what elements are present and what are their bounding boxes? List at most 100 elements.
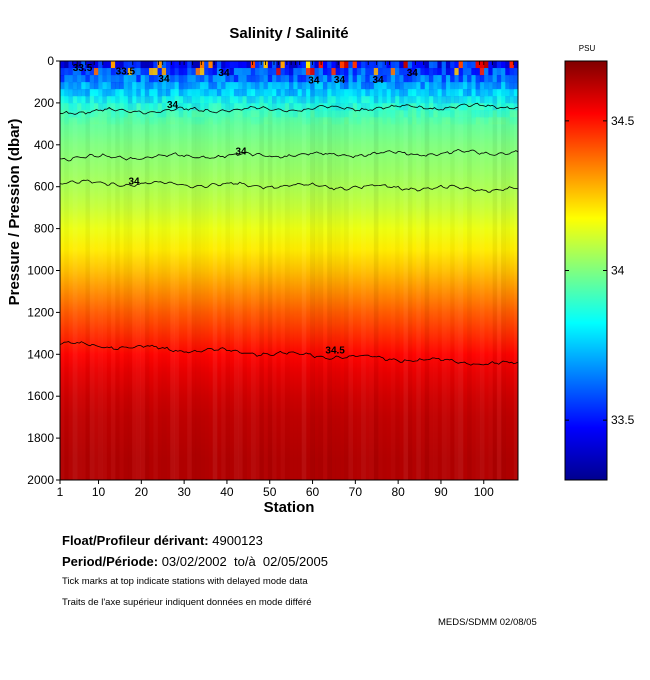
surface-cell (166, 117, 171, 125)
surface-cell (64, 110, 69, 118)
surface-cell (441, 82, 447, 90)
surface-cell (305, 89, 311, 97)
surface-cell (191, 68, 197, 76)
x-tick-label: 30 (177, 485, 191, 499)
surface-cell (445, 89, 451, 97)
surface-cell (416, 61, 421, 69)
surface-cell (149, 89, 154, 97)
surface-cell (64, 89, 69, 97)
float-label: Float/Profileur dérivant: (62, 533, 209, 548)
surface-cell (182, 61, 188, 69)
surface-cell (81, 96, 86, 104)
surface-cell (267, 89, 273, 97)
surface-cell (157, 75, 163, 83)
surface-cell (127, 75, 133, 83)
surface-cell (166, 61, 171, 69)
surface-cell (250, 96, 256, 104)
surface-cell (153, 75, 158, 83)
colorbar-unit: PSU (579, 44, 596, 53)
surface-cell (293, 117, 298, 125)
surface-cell (305, 82, 311, 90)
surface-cell (445, 117, 451, 125)
surface-cell (492, 110, 498, 118)
surface-cell (450, 89, 455, 97)
surface-cell (441, 61, 447, 69)
surface-cell (187, 61, 192, 69)
station-column (501, 61, 506, 480)
surface-cell (297, 82, 303, 90)
surface-cell (85, 75, 91, 83)
surface-cell (259, 103, 264, 111)
surface-cell (242, 82, 247, 90)
surface-cell (327, 117, 332, 125)
surface-cell (348, 96, 354, 104)
surface-cell (314, 82, 320, 90)
surface-cell (310, 89, 315, 97)
surface-cell (352, 82, 358, 90)
surface-cell (157, 110, 163, 118)
surface-cell (509, 103, 515, 111)
surface-cell (225, 75, 231, 83)
surface-cell (216, 103, 222, 111)
surface-cell (238, 82, 243, 90)
surface-cell (373, 110, 379, 118)
surface-cell (492, 82, 498, 90)
station-column (496, 61, 502, 480)
surface-cell (204, 89, 209, 97)
surface-cell (229, 89, 235, 97)
surface-cell (327, 75, 332, 83)
surface-cell (344, 103, 349, 111)
surface-cell (178, 75, 184, 83)
surface-cell (246, 117, 252, 125)
surface-cell (110, 89, 116, 97)
surface-cell (170, 82, 175, 90)
surface-cell (335, 68, 341, 76)
station-column (195, 61, 201, 480)
colorbar (564, 60, 608, 481)
surface-cell (102, 75, 108, 83)
surface-cell (386, 96, 392, 104)
surface-cell (242, 75, 247, 83)
surface-cell (204, 68, 209, 76)
surface-cell (348, 75, 354, 83)
surface-cell (509, 117, 515, 125)
surface-cell (318, 110, 324, 118)
surface-cell (255, 103, 260, 111)
surface-cell (305, 96, 311, 104)
surface-cell (458, 89, 464, 97)
surface-cell (229, 68, 235, 76)
surface-cell (72, 103, 78, 111)
x-tick-label: 10 (92, 485, 106, 499)
surface-cell (318, 96, 324, 104)
y-tick-label: 1400 (27, 347, 54, 361)
surface-cell (310, 75, 315, 83)
surface-cell (390, 103, 396, 111)
station-column (318, 61, 324, 480)
surface-cell (496, 75, 502, 83)
surface-cell (496, 89, 502, 97)
surface-cell (505, 96, 510, 104)
surface-cell (68, 68, 74, 76)
surface-cell (352, 61, 358, 69)
surface-cell (276, 82, 281, 90)
surface-cell (267, 75, 273, 83)
surface-cell (293, 103, 298, 111)
surface-cell (174, 96, 180, 104)
surface-cell (60, 89, 65, 97)
y-tick-label: 1200 (27, 305, 54, 319)
surface-cell (272, 68, 277, 76)
surface-cell (492, 61, 498, 69)
surface-cell (276, 103, 281, 111)
surface-cell (212, 89, 218, 97)
surface-cell (166, 82, 171, 90)
surface-cell (225, 61, 231, 69)
surface-cell (327, 61, 332, 69)
surface-contour-label: 34 (373, 75, 385, 86)
surface-cell (348, 68, 354, 76)
heatmap-area (60, 61, 518, 480)
surface-cell (123, 82, 129, 90)
surface-cell (339, 117, 345, 125)
surface-cell (208, 103, 214, 111)
surface-cell (153, 117, 158, 125)
surface-cell (314, 68, 320, 76)
